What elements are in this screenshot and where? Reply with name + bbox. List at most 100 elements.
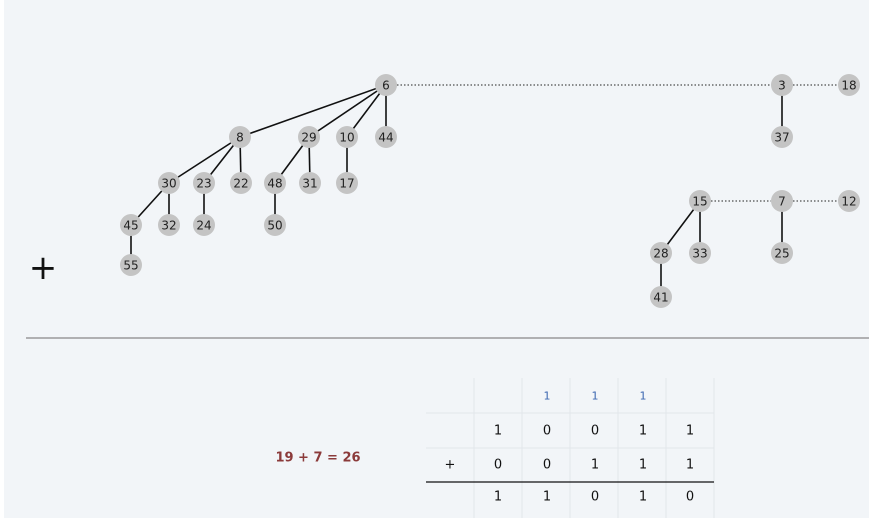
node-circle: [838, 190, 860, 212]
node-key: 8: [236, 131, 244, 145]
sum-digit: 1: [494, 490, 502, 505]
heap-node: 45: [120, 214, 142, 236]
tree-edge: [308, 84, 387, 138]
node-circle: [771, 190, 793, 212]
node-key: 7: [778, 195, 786, 209]
node-circle: [264, 214, 286, 236]
plus-sign: +: [29, 248, 58, 288]
node-circle: [650, 242, 672, 264]
node-key: 17: [339, 177, 354, 191]
operator-sign: +: [445, 458, 456, 473]
node-key: 25: [774, 247, 789, 261]
heap-node: 55: [120, 254, 142, 276]
carry-digit: 1: [640, 390, 647, 403]
addend-digit: 0: [494, 458, 502, 473]
node-key: 22: [233, 177, 248, 191]
tree-edge: [168, 136, 241, 184]
sum-digit: 1: [639, 490, 647, 505]
carry-digit: 1: [592, 390, 599, 403]
addend-digit: 1: [591, 458, 599, 473]
addend-digit: 1: [686, 458, 694, 473]
node-key: 50: [267, 219, 282, 233]
node-circle: [336, 126, 358, 148]
node-circle: [375, 74, 397, 96]
heap-node: 18: [838, 74, 860, 96]
node-circle: [298, 126, 320, 148]
node-circle: [838, 74, 860, 96]
node-key: 10: [339, 131, 354, 145]
heap-node: 3: [771, 74, 793, 96]
node-key: 15: [692, 195, 707, 209]
node-circle: [375, 126, 397, 148]
node-circle: [158, 172, 180, 194]
node-key: 28: [653, 247, 668, 261]
heap-node: 22: [230, 172, 252, 194]
addend-digit: 0: [543, 458, 551, 473]
heap-node: 33: [689, 242, 711, 264]
node-circle: [193, 214, 215, 236]
heap-node: 37: [771, 126, 793, 148]
sum-digit: 0: [591, 490, 599, 505]
heap-node: 12: [838, 190, 860, 212]
node-circle: [120, 214, 142, 236]
addend-digit: 1: [639, 458, 647, 473]
heap-node: 17: [336, 172, 358, 194]
node-key: 48: [267, 177, 282, 191]
node-key: 24: [196, 219, 211, 233]
equation-label: 19 + 7 = 26: [275, 451, 360, 466]
node-circle: [689, 190, 711, 212]
node-circle: [771, 74, 793, 96]
sum-digit: 0: [686, 490, 694, 505]
diagram-panel: [4, 0, 869, 518]
binary-addition-table: 1 1 1 1 0 0 1 1 + 0 0 1 1 1 1 1 0 1 0: [426, 378, 715, 518]
node-circle: [689, 242, 711, 264]
node-circle: [193, 172, 215, 194]
tree-edges: [130, 84, 783, 297]
heap-node: 29: [298, 126, 320, 148]
heap-node: 50: [264, 214, 286, 236]
node-key: 32: [161, 219, 176, 233]
node-key: 45: [123, 219, 138, 233]
node-circle: [158, 214, 180, 236]
heap-node: 48: [264, 172, 286, 194]
node-circle: [771, 242, 793, 264]
heap-nodes: 6 3 18 8 29 10 44 30 23 22 48 31 17 45 32 24 50 55 37 15 7 12…: [120, 74, 860, 308]
node-key: 12: [841, 195, 856, 209]
addend-digit: 0: [591, 424, 599, 439]
heap-node: 31: [299, 172, 321, 194]
heap-node: 15: [689, 190, 711, 212]
node-circle: [336, 172, 358, 194]
addend-digit: 1: [686, 424, 694, 439]
heap-node: 10: [336, 126, 358, 148]
node-circle: [771, 126, 793, 148]
heap-node: 30: [158, 172, 180, 194]
addend-digit: 1: [494, 424, 502, 439]
node-circle: [230, 172, 252, 194]
node-key: 18: [841, 79, 856, 93]
node-key: 3: [778, 79, 786, 93]
node-key: 37: [774, 131, 789, 145]
heap-node: 7: [771, 190, 793, 212]
heap-node: 8: [229, 126, 251, 148]
node-key: 29: [301, 131, 316, 145]
heap-node: 44: [375, 126, 397, 148]
node-key: 30: [161, 177, 176, 191]
heap-node: 25: [771, 242, 793, 264]
node-circle: [650, 286, 672, 308]
node-key: 33: [692, 247, 707, 261]
node-circle: [264, 172, 286, 194]
addend-digit: 1: [639, 424, 647, 439]
heap-node: 23: [193, 172, 215, 194]
node-key: 55: [123, 259, 138, 273]
tree-edge: [239, 84, 387, 138]
heap-node: 24: [193, 214, 215, 236]
carry-digit: 1: [544, 390, 551, 403]
root-lists: [397, 84, 838, 202]
node-key: 31: [302, 177, 317, 191]
node-key: 23: [196, 177, 211, 191]
node-circle: [229, 126, 251, 148]
heap-node: 6: [375, 74, 397, 96]
node-circle: [120, 254, 142, 276]
